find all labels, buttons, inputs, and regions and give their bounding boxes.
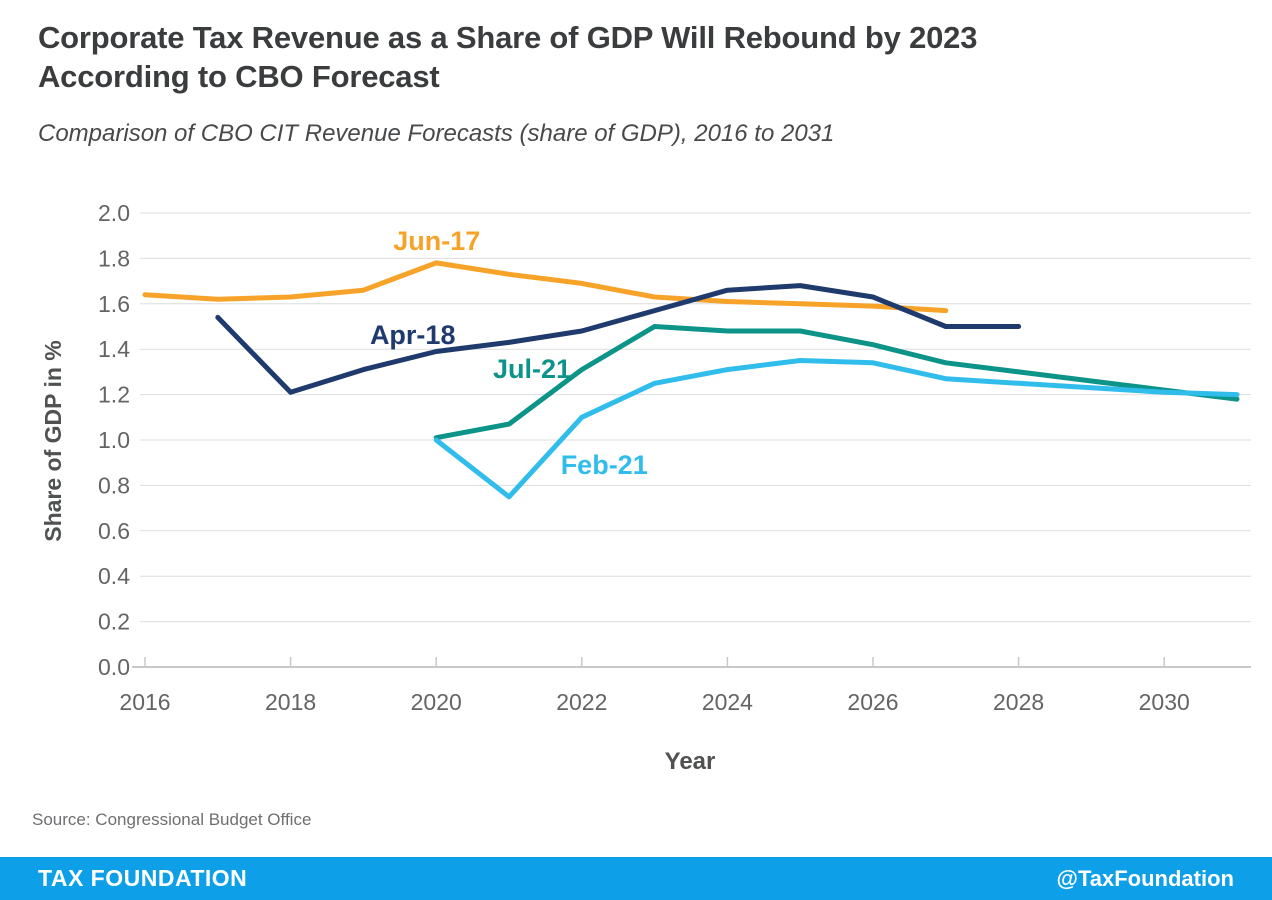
series-line-feb-21: [433, 358, 1240, 500]
y-axis-title: Share of GDP in %: [40, 340, 66, 542]
series-line-jul-21: [433, 324, 1240, 441]
series-label-feb-21: Feb-21: [561, 450, 648, 480]
x-tick-label: 2016: [119, 689, 170, 715]
x-axis-title: Year: [664, 748, 716, 775]
y-tick-label: 2.0: [98, 200, 130, 226]
y-tick-label: 1.2: [98, 382, 130, 408]
series-label-jun-17: Jun-17: [393, 226, 480, 256]
y-tick-label: 0.2: [98, 609, 130, 635]
y-tick-label: 1.4: [98, 336, 130, 362]
source-note: Source: Congressional Budget Office: [32, 810, 312, 829]
x-tick-label: 2020: [411, 689, 462, 715]
x-tick-label: 2018: [265, 689, 316, 715]
y-tick-label: 1.6: [98, 291, 130, 317]
series-label-apr-18: Apr-18: [370, 320, 456, 350]
x-tick-label: 2028: [993, 689, 1044, 715]
footer-bar: TAX FOUNDATION @TaxFoundation: [0, 857, 1272, 900]
footer-brand: TAX FOUNDATION: [38, 865, 248, 891]
x-tick-label: 2030: [1139, 689, 1190, 715]
series-line-apr-18: [215, 283, 1022, 395]
y-tick-label: 0.0: [98, 654, 130, 680]
y-tick-label: 1.0: [98, 427, 130, 453]
y-tick-label: 0.8: [98, 472, 130, 498]
y-tick-label: 1.8: [98, 245, 130, 271]
page-subtitle: Comparison of CBO CIT Revenue Forecasts …: [38, 120, 835, 147]
line-chart: 2016 2018 2020 2022 2024 2026 2028 2030 2.0 1.8 1.…: [98, 200, 1251, 715]
page-title: Corporate Tax Revenue as a Share of GDP …: [38, 20, 978, 94]
y-tick-label: 0.4: [98, 563, 130, 589]
series-label-jul-21: Jul-21: [493, 354, 571, 384]
footer-social-handle: @TaxFoundation: [1056, 865, 1234, 891]
x-tick-label: 2022: [556, 689, 607, 715]
series-line-jun-17: [142, 260, 949, 314]
x-tick-label: 2024: [702, 689, 753, 715]
x-tick-label: 2026: [847, 689, 898, 715]
y-tick-label: 0.6: [98, 518, 130, 544]
